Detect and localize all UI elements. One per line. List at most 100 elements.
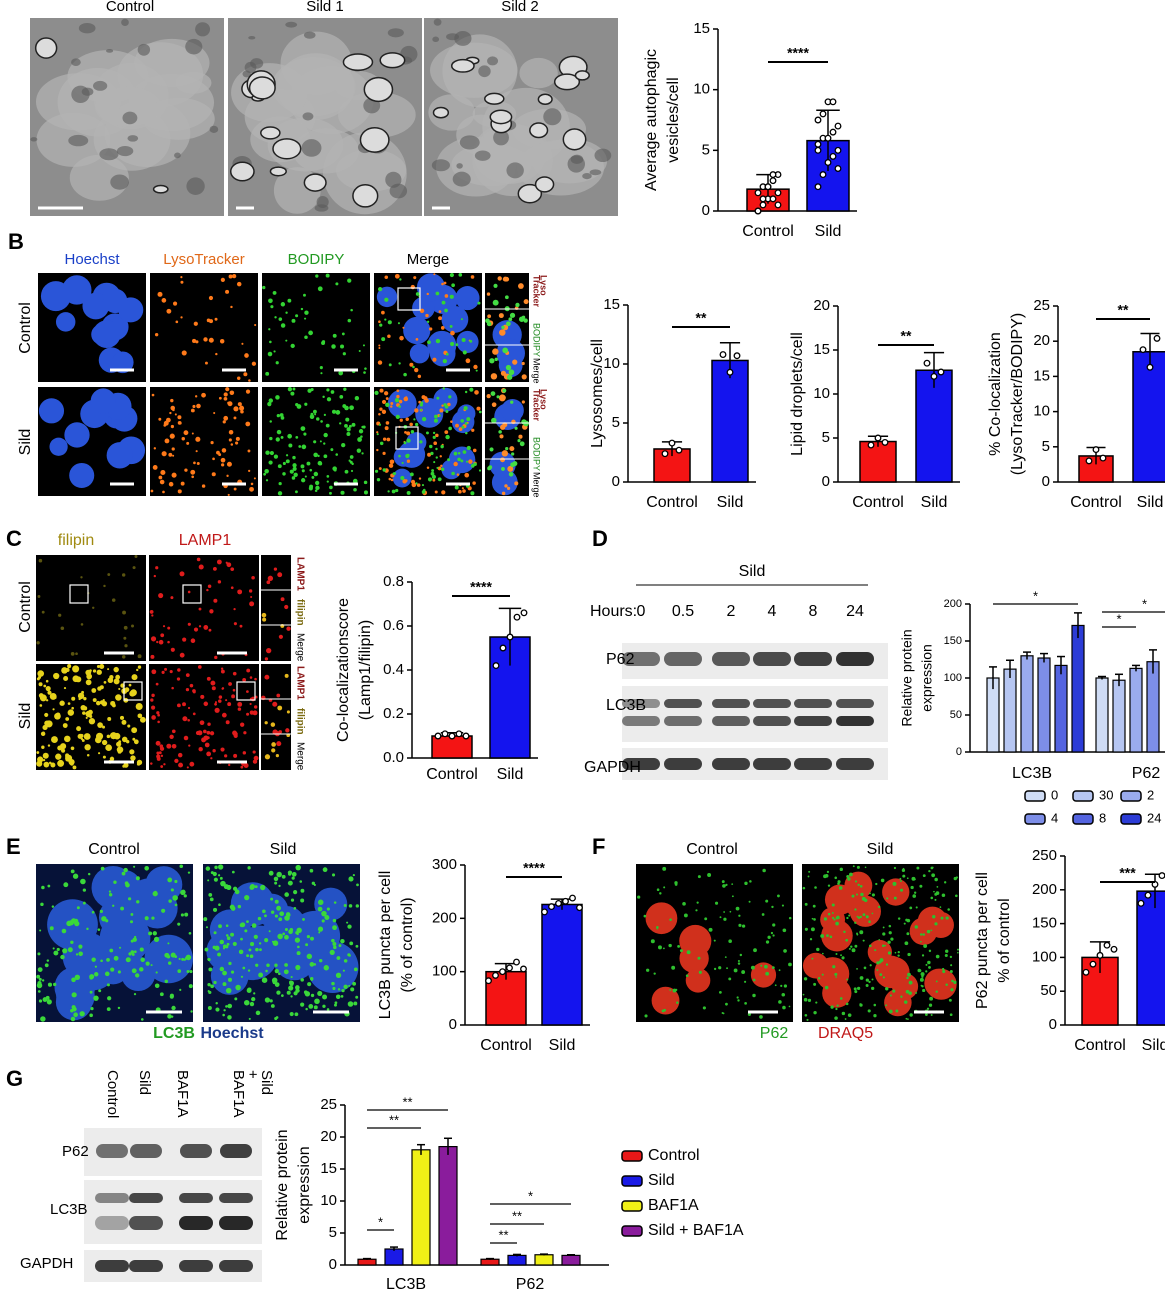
micrograph-feature (501, 467, 505, 471)
micrograph-feature (472, 481, 476, 485)
micrograph-feature (94, 972, 99, 977)
micrograph-feature (725, 1002, 728, 1006)
micrograph-feature (285, 454, 289, 457)
data-point (548, 903, 555, 911)
data-point (814, 140, 822, 148)
micrograph-feature (361, 452, 364, 455)
micrograph-feature (110, 700, 116, 707)
micrograph-feature (252, 710, 258, 716)
micrograph-feature (320, 372, 323, 375)
micrograph-feature (906, 976, 909, 980)
micrograph-feature (945, 916, 949, 920)
micrograph-feature (105, 744, 112, 752)
bar (534, 1254, 554, 1266)
micrograph-feature (297, 945, 300, 949)
micrograph-feature (112, 904, 115, 907)
micrograph-feature (885, 963, 889, 966)
micrograph-feature (209, 125, 219, 133)
y-tick-label: 20 (320, 1128, 337, 1145)
micrograph-feature (219, 966, 225, 972)
micrograph-feature (131, 727, 138, 734)
micrograph-feature (45, 685, 51, 692)
micrograph-feature (431, 159, 450, 172)
micrograph-feature (192, 712, 196, 716)
micrograph-feature (63, 686, 67, 690)
micrograph-feature (840, 954, 842, 957)
y-axis-label: % Co-localization (987, 332, 1004, 456)
micrograph-feature (192, 404, 196, 409)
micrograph-feature (449, 341, 455, 347)
micrograph-feature (80, 576, 83, 579)
micrograph-feature (226, 942, 230, 946)
y-axis-label: (% of control) (399, 897, 416, 992)
micrograph-feature (203, 917, 208, 922)
micrograph-feature (935, 980, 938, 983)
micrograph-feature (444, 430, 449, 435)
micrograph-feature (387, 389, 417, 419)
micrograph-feature (432, 357, 437, 362)
micrograph-feature (171, 472, 177, 478)
micrograph-feature (923, 944, 928, 948)
x-tick-label: Control (480, 1037, 532, 1054)
micrograph-feature (290, 391, 295, 396)
micrograph-feature (75, 953, 79, 956)
micrograph-feature (453, 461, 458, 467)
micrograph-feature (72, 873, 79, 879)
micrograph-feature (433, 18, 442, 26)
micrograph-feature (122, 573, 126, 577)
micrograph-feature (914, 925, 918, 929)
micrograph-feature (135, 876, 140, 881)
y-tick-label: 5 (612, 414, 620, 431)
micrograph-feature (272, 701, 278, 707)
micrograph-feature (209, 897, 214, 902)
micrograph-feature (65, 717, 70, 721)
micrograph-feature (435, 456, 438, 459)
channel-label: Hoechst (64, 251, 120, 268)
micrograph-feature (857, 916, 861, 919)
micrograph-feature (142, 97, 215, 140)
micrograph-feature (193, 321, 198, 326)
micrograph-feature (207, 722, 211, 726)
micrograph-feature (940, 916, 944, 920)
micrograph-feature (309, 868, 314, 873)
micrograph-feature (950, 988, 954, 992)
micrograph-feature (232, 671, 237, 676)
image-title: Control (106, 0, 154, 15)
micrograph-feature (107, 677, 114, 684)
micrograph-feature (752, 978, 756, 982)
micrograph-feature (402, 326, 405, 329)
micrograph-feature (432, 478, 436, 482)
micrograph-feature (729, 910, 732, 913)
micrograph-feature (335, 453, 339, 456)
micrograph-feature (388, 363, 392, 367)
micrograph-feature (203, 735, 209, 741)
micrograph-feature (249, 486, 254, 492)
micrograph-feature (225, 561, 228, 564)
micrograph-feature (333, 1003, 337, 1007)
micrograph-feature (845, 938, 849, 942)
micrograph-feature (403, 441, 407, 445)
blot-band (836, 652, 874, 666)
significance-label: * (1033, 588, 1038, 603)
micrograph-feature (117, 749, 122, 754)
micrograph-feature (268, 930, 271, 933)
micrograph-feature (207, 584, 212, 589)
micrograph-feature (433, 273, 436, 276)
micrograph-feature (215, 1007, 220, 1012)
micrograph-feature (67, 664, 72, 669)
micrograph-feature (217, 874, 221, 877)
micrograph-feature (326, 388, 330, 392)
micrograph-feature (504, 295, 509, 300)
micrograph-feature (97, 722, 103, 728)
legend-label: 4 (1051, 810, 1058, 825)
micrograph-feature (71, 85, 90, 104)
micrograph-feature (161, 908, 166, 913)
micrograph-feature (210, 441, 214, 445)
micrograph-feature (268, 870, 274, 876)
micrograph-feature (301, 139, 322, 157)
micrograph-feature (426, 292, 429, 296)
micrograph-feature (255, 963, 259, 967)
micrograph-feature (788, 916, 792, 920)
micrograph-feature (441, 300, 446, 305)
micrograph-feature (293, 472, 298, 477)
